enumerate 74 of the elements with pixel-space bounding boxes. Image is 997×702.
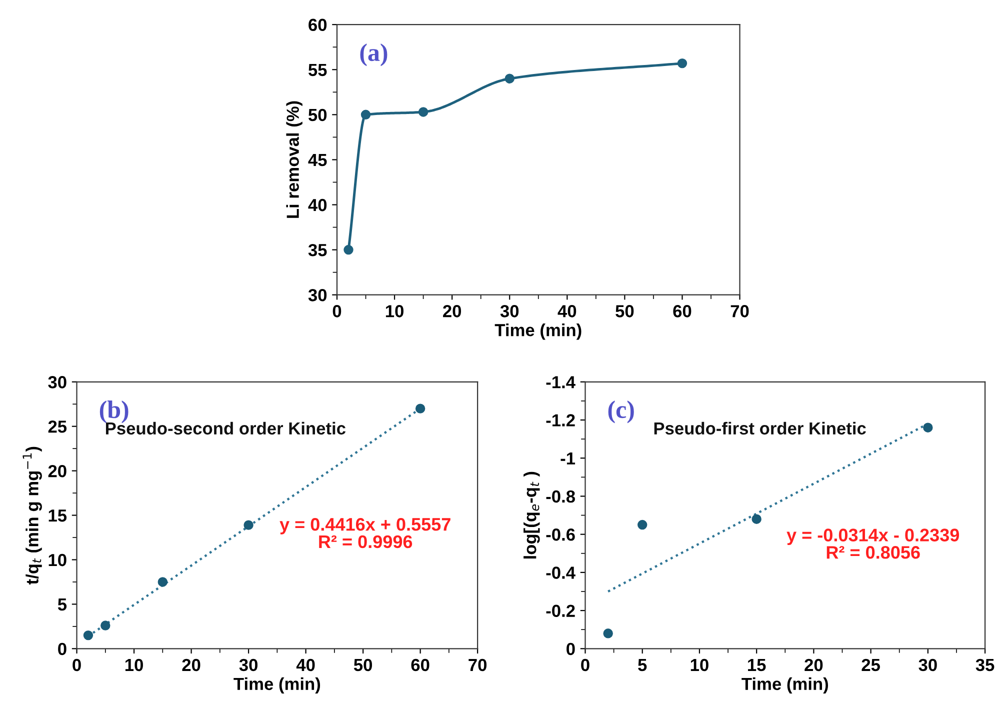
y-tick-label: -0.4: [546, 566, 576, 579]
x-tick-label: 20: [443, 305, 462, 318]
y-tick-label: -1: [560, 452, 576, 464]
y-tick-label: 55: [308, 64, 327, 76]
point: [244, 520, 254, 530]
text: Pseudo-second order Kinetic: [106, 422, 346, 435]
y-tick-label: 20: [48, 464, 66, 478]
x-axis-title: Time (min): [494, 324, 582, 340]
y-tick-label: 5: [58, 598, 67, 611]
x-tick-label: 15: [748, 659, 766, 672]
x-tick-label: 5: [638, 659, 647, 672]
x-tick-label: 20: [804, 658, 823, 672]
y-tick-label: -0.6: [546, 528, 575, 541]
point: [100, 620, 110, 630]
point: [360, 110, 371, 120]
text: Pseudo-first order Kinetic: [654, 422, 866, 435]
point: [752, 514, 762, 524]
y-tick-label: 60: [308, 18, 327, 32]
text: (b): [100, 400, 128, 424]
x-tick-label: 0: [72, 658, 81, 672]
point: [418, 107, 428, 117]
y-tick-label: 0: [58, 642, 66, 656]
x-tick-label: 70: [468, 658, 487, 672]
text: (c): [608, 400, 634, 424]
y-tick-label: 0: [566, 642, 575, 656]
y-tick-label: -1.4: [546, 376, 576, 388]
x-tick-label: 50: [616, 305, 634, 318]
x-tick-label: 0: [581, 658, 590, 672]
y-tick-label: 45: [308, 154, 327, 166]
x-tick-label: 25: [862, 658, 880, 672]
x-axis-title: Time (min): [234, 677, 320, 694]
x-tick-label: 30: [239, 658, 258, 672]
x-tick-label: 30: [918, 658, 937, 672]
y-axis-title: Li removal (%): [286, 101, 302, 218]
y-tick-label: 30: [48, 376, 66, 388]
x-tick-label: 70: [730, 305, 749, 318]
annotation: y = 0.4416x + 0.5557: [280, 518, 450, 534]
point: [344, 244, 354, 255]
y-axis-title: t/q$_{t}$ (min g mg$^{−1}$): [22, 446, 42, 584]
y-tick-label: -0.2: [546, 604, 575, 617]
point: [603, 628, 613, 638]
y-tick-label: 25: [48, 420, 67, 433]
x-tick-label: 30: [500, 305, 519, 318]
x-tick-label: 60: [673, 305, 692, 318]
x-tick-label: 10: [386, 305, 404, 318]
point: [923, 422, 933, 432]
point: [158, 577, 168, 587]
x-tick-label: 50: [354, 658, 372, 672]
annotation: R² = 0.8056: [826, 546, 920, 559]
text: (a): [360, 43, 388, 66]
point: [677, 58, 688, 68]
point: [83, 630, 94, 640]
annotation: y = -0.0314x - 0.2339: [786, 528, 960, 546]
y-tick-label: 30: [308, 289, 327, 302]
annotation: R² = 0.9996: [319, 535, 412, 548]
y-tick-label: 10: [48, 554, 66, 566]
y-tick-label: 40: [308, 198, 327, 212]
x-tick-label: 40: [296, 658, 315, 672]
x-axis-title: Time (min): [742, 677, 828, 694]
x-tick-label: 60: [411, 658, 430, 672]
point: [637, 520, 648, 530]
point: [415, 404, 426, 414]
y-tick-label: -0.8: [546, 490, 575, 503]
x-tick-label: 20: [182, 658, 200, 672]
x-tick-label: 10: [690, 658, 708, 672]
x-tick-label: 0: [332, 305, 342, 318]
y-tick-label: 50: [308, 108, 327, 122]
y-tick-label: 15: [48, 510, 67, 522]
y-tick-label: 35: [308, 244, 327, 256]
y-axis-title: log[(q$_{e}$-q$_{t}$ ): [524, 472, 540, 558]
y-tick-label: -1.2: [546, 414, 575, 426]
x-tick-label: 10: [125, 658, 143, 672]
x-tick-label: 35: [976, 658, 994, 672]
point: [504, 74, 514, 84]
